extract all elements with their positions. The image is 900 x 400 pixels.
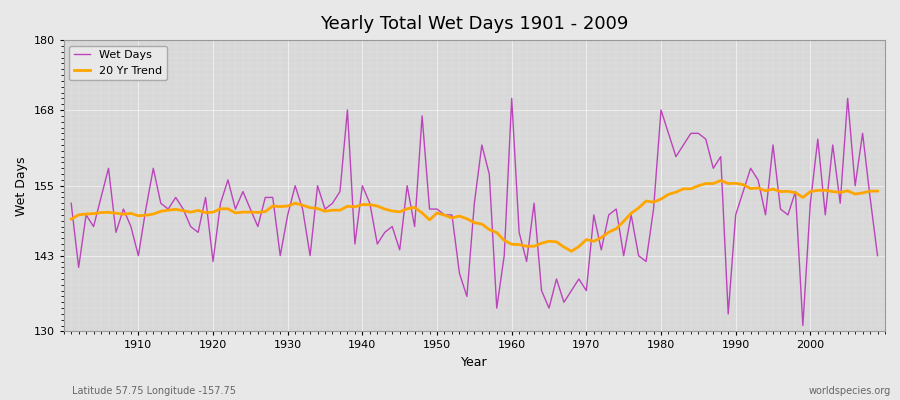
Text: worldspecies.org: worldspecies.org — [809, 386, 891, 396]
20 Yr Trend — [872, 189, 883, 194]
20 Yr Trend — [290, 201, 301, 206]
Wet Days — [66, 201, 77, 206]
Wet Days — [290, 183, 301, 188]
Wet Days — [514, 230, 525, 235]
20 Yr Trend — [499, 238, 509, 243]
Wet Days — [603, 212, 614, 217]
Text: Latitude 57.75 Longitude -157.75: Latitude 57.75 Longitude -157.75 — [72, 386, 236, 396]
Wet Days — [507, 96, 517, 101]
20 Yr Trend — [716, 178, 726, 183]
Wet Days — [872, 253, 883, 258]
Wet Days — [335, 189, 346, 194]
Legend: Wet Days, 20 Yr Trend: Wet Days, 20 Yr Trend — [69, 46, 166, 80]
20 Yr Trend — [66, 217, 77, 222]
20 Yr Trend — [566, 249, 577, 254]
20 Yr Trend — [507, 242, 517, 247]
20 Yr Trend — [125, 211, 136, 216]
20 Yr Trend — [603, 230, 614, 234]
Line: Wet Days: Wet Days — [71, 98, 878, 326]
Wet Days — [125, 224, 136, 229]
Title: Yearly Total Wet Days 1901 - 2009: Yearly Total Wet Days 1901 - 2009 — [320, 15, 628, 33]
Wet Days — [797, 323, 808, 328]
Line: 20 Yr Trend: 20 Yr Trend — [71, 180, 878, 251]
20 Yr Trend — [335, 208, 346, 212]
Wet Days — [499, 253, 509, 258]
Y-axis label: Wet Days: Wet Days — [15, 156, 28, 216]
X-axis label: Year: Year — [461, 356, 488, 369]
